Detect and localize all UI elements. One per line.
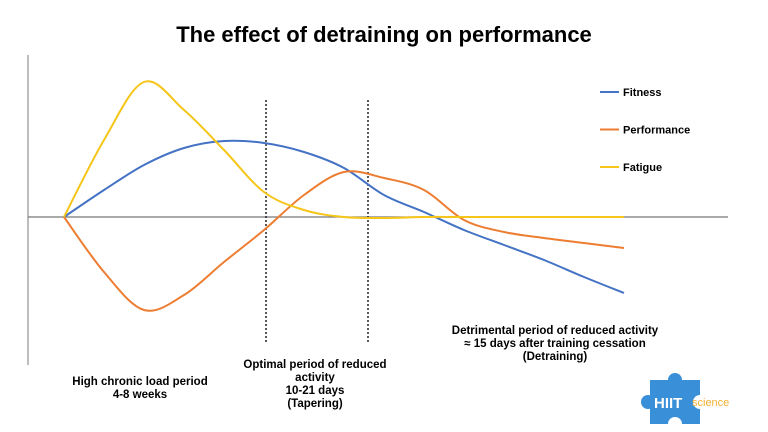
annotation-line: Detrimental period of reduced activity — [451, 325, 659, 337]
annotation-line: Optimal period of reduced — [243, 359, 387, 371]
annotation-phase1: High chronic load period 4-8 weeks — [40, 376, 240, 402]
series-line-performance — [63, 170, 625, 312]
legend-label-fitness: Fitness — [623, 87, 662, 99]
svg-text:HIIT: HIIT — [654, 395, 682, 412]
svg-text:science: science — [692, 397, 729, 409]
annotation-line: 4-8 weeks — [112, 389, 168, 401]
puzzle-icon — [641, 373, 700, 424]
annotation-phase3: Detrimental period of reduced activity ≈… — [430, 325, 680, 364]
series-line-fitness — [63, 139, 625, 294]
series-line-fatigue — [63, 80, 624, 220]
annotation-line: (Tapering) — [287, 398, 343, 410]
annotation-line: (Detraining) — [522, 351, 588, 363]
legend-label-performance: Performance — [623, 125, 690, 137]
annotation-line: ≈ 15 days after training cessation — [464, 338, 646, 350]
chart-title: The effect of detraining on performance — [176, 22, 592, 47]
legend-label-fatigue: Fatigue — [623, 162, 662, 174]
hiit-science-logo: HIIT science — [641, 373, 729, 431]
annotation-line: activity — [295, 372, 335, 384]
annotation-phase2: Optimal period of reduced activity 10-21… — [215, 359, 415, 411]
annotation-line: 10-21 days — [285, 385, 345, 397]
annotation-line: High chronic load period — [72, 376, 208, 388]
